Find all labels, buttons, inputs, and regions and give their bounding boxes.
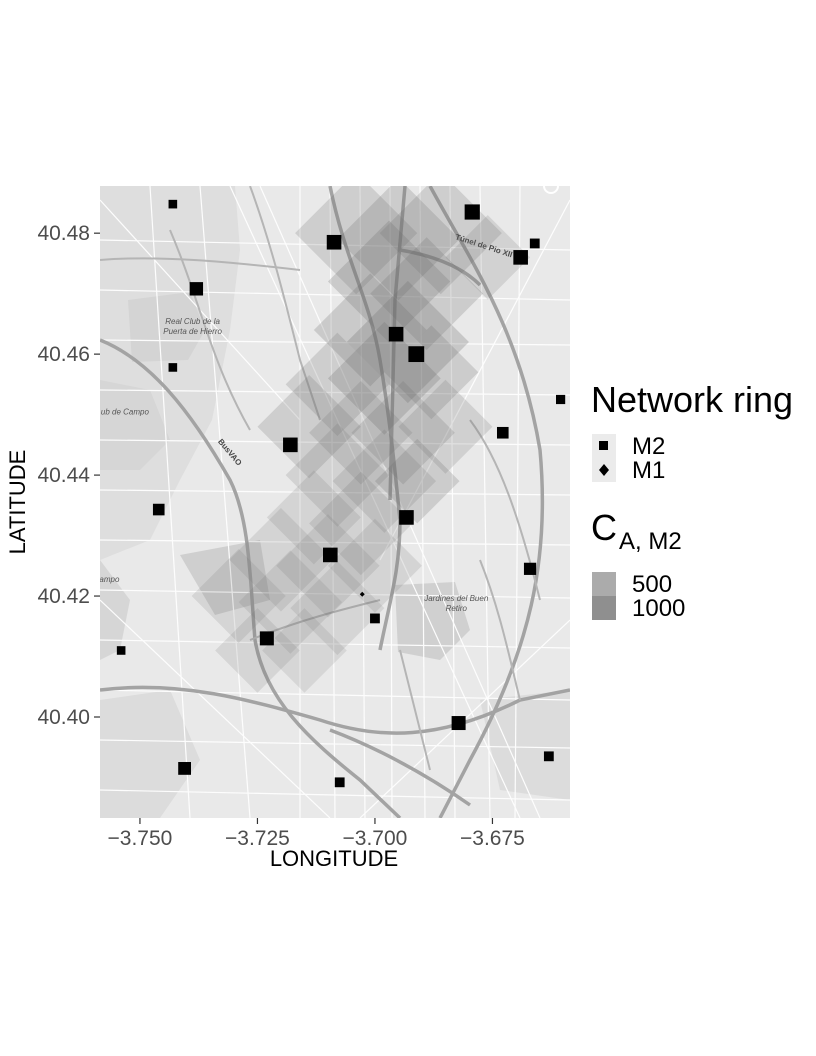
density-tile bbox=[337, 186, 460, 301]
point-m2 bbox=[388, 326, 404, 342]
map-label: Retiro bbox=[446, 604, 468, 613]
map-label: ampo bbox=[99, 575, 120, 584]
point-m2 bbox=[189, 282, 204, 296]
y-tick-label: 40.42 bbox=[37, 585, 90, 608]
density-tile bbox=[398, 379, 493, 474]
map-label: ub de Campo bbox=[101, 408, 150, 417]
legend-label-500: 500 bbox=[632, 571, 672, 598]
x-tick-label: −3.675 bbox=[460, 827, 525, 850]
y-tick-label: 40.48 bbox=[37, 222, 90, 245]
park-areas bbox=[100, 186, 570, 818]
map-label: Jardines del Buen bbox=[423, 594, 489, 603]
point-m2 bbox=[543, 751, 554, 762]
density-tile bbox=[276, 514, 380, 618]
point-m2 bbox=[556, 394, 566, 405]
x-axis: −3.750 −3.725 −3.700 −3.675 bbox=[108, 818, 525, 850]
density-tile bbox=[351, 381, 455, 485]
legend: Network ring M2 M1 CA, M2 500 1000 bbox=[591, 379, 793, 622]
point-m2 bbox=[334, 777, 345, 788]
point-m2 bbox=[168, 199, 178, 209]
density-tile bbox=[191, 549, 286, 644]
point-m1 bbox=[359, 591, 365, 597]
legend-fill-swatch-1000 bbox=[592, 596, 616, 620]
density-tile bbox=[215, 608, 300, 693]
point-m2 bbox=[259, 631, 274, 646]
legend-diamond-icon bbox=[599, 464, 609, 476]
map-attribution-icon[interactable] bbox=[543, 179, 559, 194]
y-tick-label: 40.46 bbox=[37, 343, 90, 366]
minor-streets bbox=[100, 186, 570, 818]
x-tick-label: −3.750 bbox=[108, 827, 173, 850]
x-axis-title: LONGITUDE bbox=[270, 846, 398, 871]
x-tick-label: −3.700 bbox=[343, 827, 408, 850]
density-tile bbox=[327, 220, 451, 343]
point-m2 bbox=[464, 204, 480, 220]
legend-label-m1: M1 bbox=[632, 457, 665, 484]
point-m2 bbox=[326, 234, 342, 250]
density-tile bbox=[332, 429, 437, 533]
density-tile bbox=[384, 325, 479, 420]
legend-label-1000: 1000 bbox=[632, 595, 685, 622]
y-axis-title: LATITUDE bbox=[5, 450, 30, 555]
legend-fill-title-sub: A, M2 bbox=[619, 528, 682, 555]
legend-fill-swatch-500 bbox=[592, 572, 616, 596]
y-tick-label: 40.44 bbox=[37, 464, 90, 487]
point-m2 bbox=[513, 250, 528, 265]
legend-fill-title: CA, M2 bbox=[591, 507, 682, 555]
point-m2 bbox=[451, 716, 466, 731]
density-tile bbox=[285, 423, 390, 527]
y-tick-label: 40.40 bbox=[37, 706, 90, 729]
point-m2 bbox=[168, 363, 178, 372]
density-tile bbox=[309, 471, 413, 576]
y-axis: 40.40 40.42 40.44 40.46 40.48 bbox=[37, 222, 100, 729]
density-tile bbox=[327, 518, 422, 613]
map-label: Puerta de Hierro bbox=[163, 327, 222, 336]
x-tick-label: −3.725 bbox=[225, 827, 290, 850]
point-m2 bbox=[370, 613, 380, 624]
map-label: Real Club de la bbox=[165, 317, 220, 326]
density-tile bbox=[229, 508, 333, 612]
legend-shape-title: Network ring bbox=[591, 379, 793, 420]
point-m2 bbox=[323, 547, 338, 563]
density-tile bbox=[313, 273, 427, 387]
point-m2 bbox=[116, 646, 126, 655]
density-tile bbox=[266, 470, 361, 565]
legend-square-icon bbox=[599, 441, 608, 450]
point-m2 bbox=[496, 426, 509, 439]
point-m2 bbox=[178, 762, 191, 775]
point-m2 bbox=[408, 346, 425, 363]
legend-fill-title-main: C bbox=[591, 507, 617, 548]
density-tile bbox=[257, 375, 361, 479]
points-layer bbox=[116, 199, 566, 788]
density-tile bbox=[309, 381, 413, 485]
density-tile bbox=[374, 438, 460, 524]
density-tile bbox=[445, 215, 531, 300]
point-m2 bbox=[283, 437, 298, 453]
legend-label-m2: M2 bbox=[632, 433, 665, 460]
point-m2 bbox=[529, 238, 540, 249]
point-m2 bbox=[399, 510, 414, 525]
point-m2 bbox=[523, 562, 537, 575]
density-tile bbox=[346, 280, 469, 404]
density-tile bbox=[262, 608, 347, 693]
density-tile bbox=[290, 561, 385, 656]
density-tile bbox=[295, 186, 418, 295]
density-tile bbox=[238, 550, 343, 654]
density-tile bbox=[370, 237, 484, 351]
density-tile bbox=[285, 332, 390, 437]
point-m2 bbox=[152, 503, 165, 516]
